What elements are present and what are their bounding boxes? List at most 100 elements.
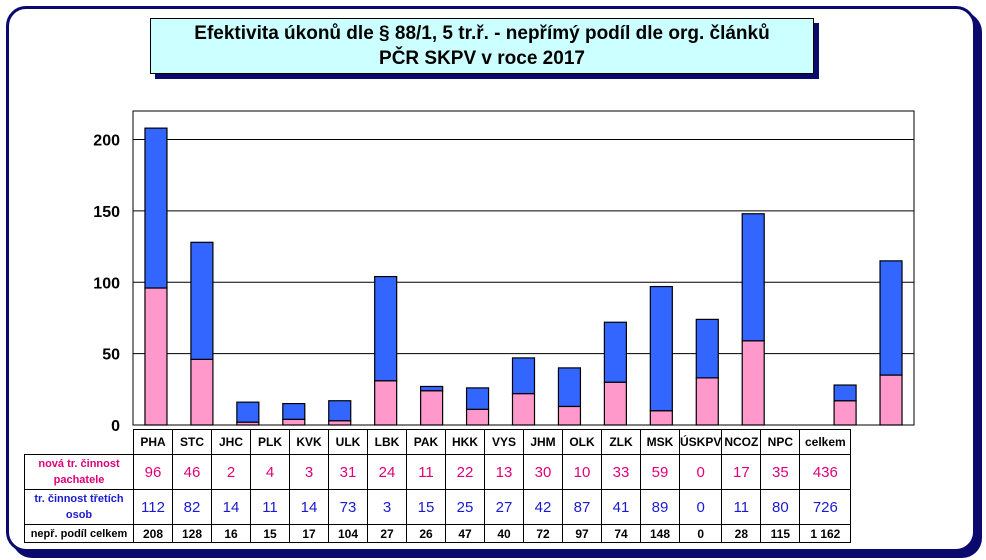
table-cell-row2-LBK: 3 [367,489,407,525]
bar-HKK-series-1 [511,393,536,426]
category-label-LBK: LBK [367,429,407,455]
category-label-ULK: ULK [328,429,368,455]
table-cell-row3-NPC: 115 [760,524,801,543]
table-cell-row3-KVK: 17 [289,524,329,543]
table-cell-row2-OLK: 87 [562,489,602,525]
bar-NCOZ-series-2 [833,384,857,402]
y-tick-label-0: 0 [111,418,120,435]
bar-VYS-series-1 [557,405,582,426]
bar-ZLK-series-1 [695,377,719,426]
bar-MSK-series-1 [741,340,765,426]
table-cell-row2-ZLK: 41 [601,489,641,525]
y-tick-label-50: 50 [102,347,120,364]
table-cell-row1-NCOZ: 17 [721,454,762,490]
bar-ULK-series-2 [374,275,398,382]
table-cell-row2-HKK: 25 [445,489,485,525]
bar-ULK-series-1 [374,380,398,426]
table-cell-row2-PHA: 112 [133,489,173,525]
table-cell-row3-ZLK: 74 [601,524,641,543]
table-total-row2: 726 [799,489,852,525]
table-cell-row1-JHM: 30 [523,454,563,490]
table-cell-row1-STC: 46 [172,454,212,490]
bar-PHA-series-1 [144,287,168,426]
table-cell-row1-OLK: 10 [562,454,602,490]
bar-KVK-series-1 [328,420,352,426]
bar-PHA-series-2 [144,127,168,289]
bar-OLK-series-1 [649,410,673,426]
table-cell-row1-JHC: 2 [211,454,251,490]
table-cell-row2-KVK: 14 [289,489,329,525]
table-cell-row1-KVK: 3 [289,454,329,490]
table-cell-row3-MSK: 148 [640,524,680,543]
table-cell-row3-JHM: 72 [523,524,563,543]
bar-JHC-series-2 [236,401,260,423]
category-label-OLK: OLK [562,429,602,455]
table-cell-row2-JHC: 14 [211,489,251,525]
bar-HKK-series-2 [511,357,536,395]
bar-STC-series-1 [190,358,214,426]
table-cell-row1-VYS: 13 [484,454,524,490]
bar-OLK-series-2 [649,285,673,412]
table-cell-row3-PHA: 208 [133,524,173,543]
table-cell-row2-STC: 82 [172,489,212,525]
bar-VYS-series-2 [557,367,582,408]
table-cell-row1-PHA: 96 [133,454,173,490]
category-label-HKK: HKK [445,429,485,455]
category-label-PLK: PLK [250,429,290,455]
table-corner [24,429,134,455]
table-row-total: nepř. podíl celkem 208 128 16 15 17 104 27 26 47… [24,524,852,543]
bar-PAK-series-2 [465,387,490,410]
category-label-MSK: MSK [640,429,680,455]
table-cell-row1-ÚSKPV: 0 [678,454,723,490]
table-cell-row2-VYS: 27 [484,489,524,525]
table-cell-row2-ÚSKPV: 0 [678,489,723,525]
table-cell-row1-ZLK: 33 [601,454,641,490]
table-cell-row1-NPC: 35 [760,454,801,490]
table-total-row3: 1 162 [799,524,852,543]
category-label-ÚSKPV: ÚSKPV [678,429,723,455]
bar-ZLK-series-2 [695,318,719,379]
bar-MSK-series-2 [741,213,765,342]
table-cell-row3-LBK: 27 [367,524,407,543]
table-cell-row2-PLK: 11 [250,489,290,525]
table-cell-row3-JHC: 16 [211,524,251,543]
table-cell-row2-ULK: 73 [328,489,368,525]
category-label-NCOZ: NCOZ [721,429,762,455]
bar-JHM-series-2 [603,321,627,383]
bar-NPC-series-1 [879,374,903,426]
table-cell-row2-MSK: 89 [640,489,680,525]
y-tick-label-100: 100 [93,275,120,292]
row-label-total: nepř. podíl celkem [24,524,134,543]
table-cell-row2-NPC: 80 [760,489,801,525]
bar-NCOZ-series-1 [833,400,857,426]
category-label-PAK: PAK [406,429,446,455]
category-label-JHM: JHM [523,429,563,455]
table-header-row: PHA STC JHC PLK KVK ULK LBK PAK HKK VYS JHM OLK ZLK M… [24,429,852,455]
category-label-KVK: KVK [289,429,329,455]
bar-NPC-series-2 [879,260,903,376]
bar-KVK-series-2 [328,400,352,422]
category-label-STC: STC [172,429,212,455]
table-cell-row3-STC: 128 [172,524,212,543]
table-cell-row1-LBK: 24 [367,454,407,490]
table-cell-row3-ULK: 104 [328,524,368,543]
table-cell-row3-PAK: 26 [406,524,446,543]
table-cell-row1-MSK: 59 [640,454,680,490]
y-tick-label-200: 200 [93,133,120,150]
row-label-third-party: tr. činnost třetích osob [24,489,134,525]
bar-LBK-series-1 [420,390,444,426]
category-label-PHA: PHA [133,429,173,455]
bar-JHM-series-1 [603,381,627,426]
y-tick-label-150: 150 [93,204,120,221]
chart-title-line2: PČR SKPV v roce 2017 [379,48,585,69]
table-cell-row2-PAK: 15 [406,489,446,525]
table-cell-row1-PAK: 11 [406,454,446,490]
table-cell-row3-NCOZ: 28 [721,524,762,543]
bar-PLK-series-2 [282,402,306,420]
bar-PLK-series-1 [282,418,306,426]
category-label-VYS: VYS [484,429,524,455]
table-cell-row3-OLK: 97 [562,524,602,543]
chart-title-box: Efektivita úkonů dle § 88/1, 5 tr.ř. - n… [150,18,814,74]
table-cell-row3-PLK: 15 [250,524,290,543]
table-row-new-crime: nová tr. činnost pachatele 96 46 2 4 3 31 24 11… [24,454,852,490]
